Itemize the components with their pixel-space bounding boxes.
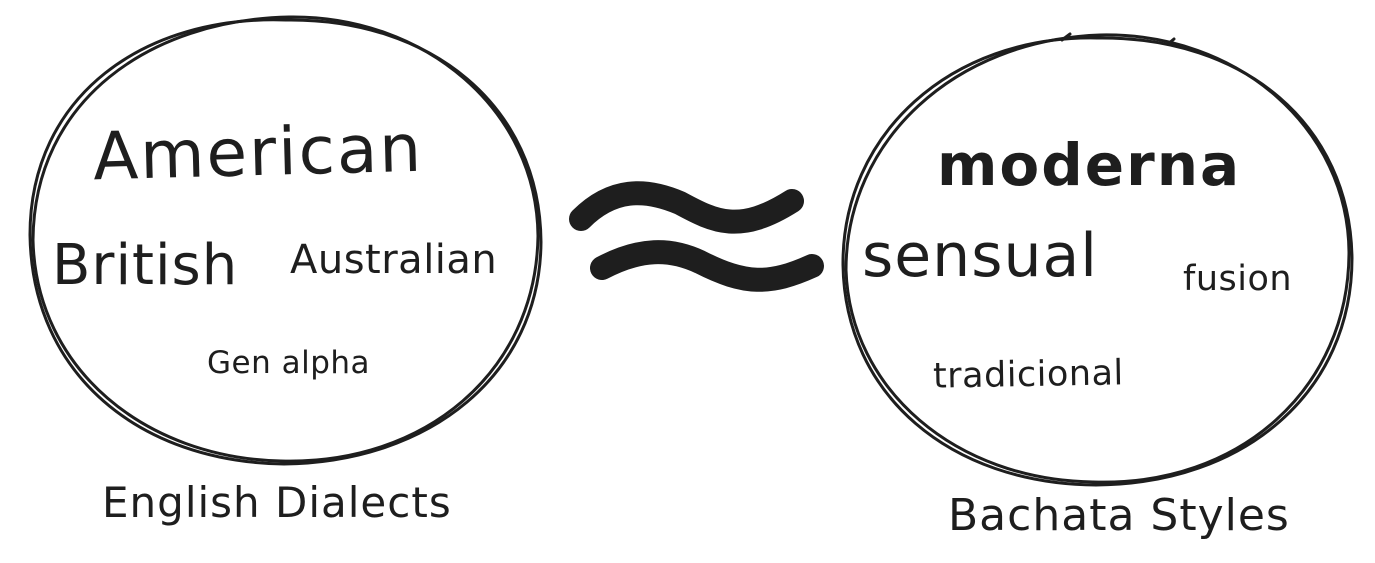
right-set-item-moderna: moderna xyxy=(937,131,1242,199)
left-set-item-british: British xyxy=(52,233,239,298)
left-set-caption: English Dialects xyxy=(102,478,452,527)
right-set-item-sensual: sensual xyxy=(862,221,1098,291)
left-set-item-american: American xyxy=(92,109,425,196)
left-set-circle xyxy=(28,15,543,466)
left-set-item-australian: Australian xyxy=(290,237,498,283)
left-set-item-gen-alpha: Gen alpha xyxy=(207,345,371,381)
approximately-equal-icon xyxy=(569,181,824,292)
right-set-circle xyxy=(841,32,1354,487)
right-set-item-fusion: fusion xyxy=(1183,259,1293,299)
right-set-item-tradicional: tradicional xyxy=(932,353,1125,397)
right-set-caption: Bachata Styles xyxy=(948,490,1290,541)
